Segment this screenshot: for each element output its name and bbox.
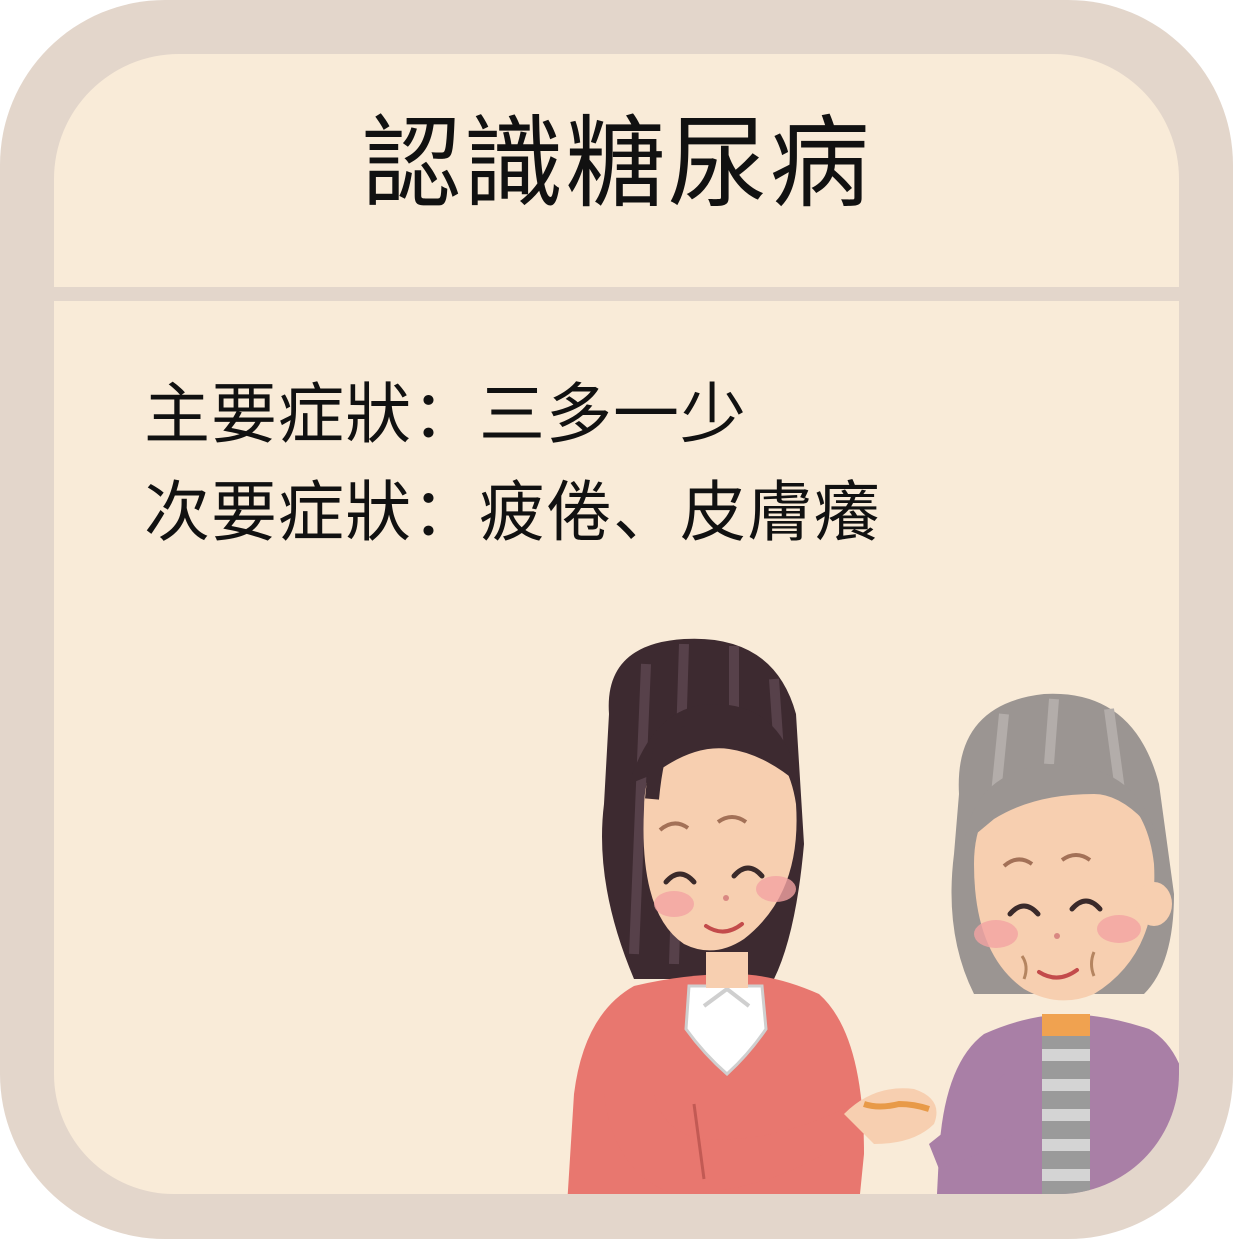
symptom-value: 三多一少 [479, 376, 747, 453]
symptom-list: 主要症狀：三多一少 次要症狀：疲倦、皮膚癢 [144, 366, 881, 562]
info-card: 認識糖尿病 主要症狀：三多一少 次要症狀：疲倦、皮膚癢 [54, 54, 1179, 1194]
young-woman-figure [567, 638, 937, 1194]
symptom-label: 次要症狀： [144, 474, 479, 551]
caregiver-holding-hands-illustration [567, 638, 1179, 1194]
symptom-value: 疲倦、皮膚癢 [479, 474, 881, 551]
page-title: 認識糖尿病 [361, 105, 872, 222]
elderly-woman-figure [929, 693, 1179, 1194]
title-divider [54, 287, 1179, 301]
symptom-line-secondary: 次要症狀：疲倦、皮膚癢 [144, 464, 881, 562]
symptom-line-primary: 主要症狀：三多一少 [144, 366, 881, 464]
symptom-label: 主要症狀： [144, 376, 479, 453]
